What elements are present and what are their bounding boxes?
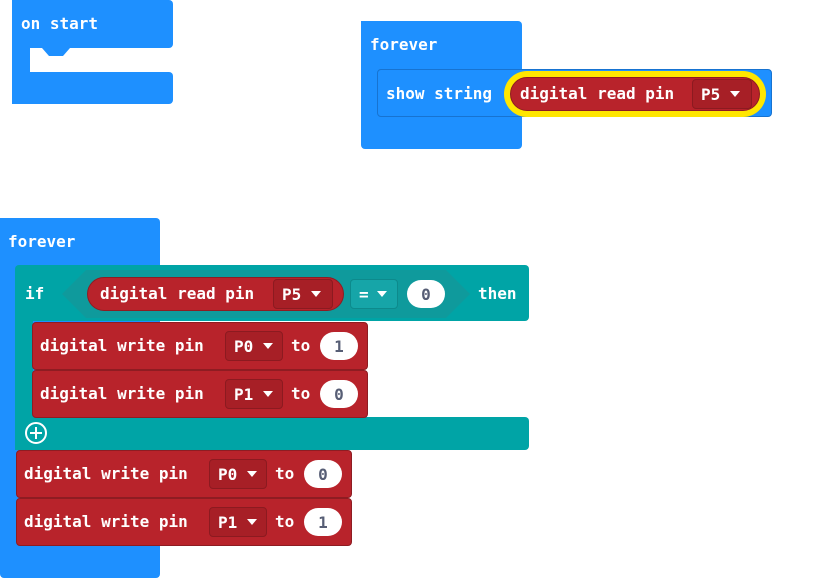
chevron-down-icon xyxy=(263,343,274,349)
write-pin-dropdown[interactable]: P1 xyxy=(209,507,267,537)
to-label: to xyxy=(291,336,311,355)
compare-value-input[interactable]: 0 xyxy=(407,280,445,308)
operator-dropdown[interactable]: = xyxy=(350,279,398,309)
plus-vertical xyxy=(35,427,37,439)
write-pin-dropdown[interactable]: P1 xyxy=(225,379,283,409)
forever-bottom-label: forever xyxy=(8,232,76,251)
write-value-text: 1 xyxy=(318,512,328,532)
write-pin-label: digital write pin xyxy=(40,336,204,355)
write-value-text: 0 xyxy=(334,384,344,404)
chevron-down-icon xyxy=(247,471,258,477)
chevron-down-icon xyxy=(311,291,322,297)
to-label: to xyxy=(291,384,311,403)
write-pin-block-4[interactable] xyxy=(16,498,352,546)
write-value-input[interactable]: 1 xyxy=(320,332,358,360)
pin-dropdown-value: P5 xyxy=(701,84,721,104)
condition-pin-dropdown[interactable]: P5 xyxy=(273,279,333,309)
on-start-slot-notch xyxy=(42,48,70,56)
if-left-arm xyxy=(15,310,33,450)
chevron-down-icon xyxy=(247,519,258,525)
condition-reporter-label: digital read pin xyxy=(100,284,255,303)
if-footer xyxy=(15,417,529,450)
on-start-footer xyxy=(12,72,173,104)
write-pin-block-3[interactable] xyxy=(16,450,352,498)
add-else-icon[interactable] xyxy=(25,422,47,444)
chevron-down-icon xyxy=(263,391,274,397)
forever-top-label: forever xyxy=(370,35,438,54)
if-body-write-pin-2[interactable] xyxy=(32,370,368,418)
write-pin-value: P0 xyxy=(234,336,254,356)
write-pin-dropdown[interactable]: P0 xyxy=(209,459,267,489)
write-value-text: 0 xyxy=(318,464,328,484)
write-pin-dropdown[interactable]: P0 xyxy=(225,331,283,361)
to-label: to xyxy=(275,512,295,531)
write-pin-label: digital write pin xyxy=(24,464,188,483)
digital-read-pin-label: digital read pin xyxy=(520,84,675,103)
chevron-down-icon xyxy=(730,91,741,97)
chevron-down-icon xyxy=(376,291,387,297)
then-label: then xyxy=(478,284,517,303)
pin-dropdown[interactable]: P5 xyxy=(692,79,752,109)
if-label: if xyxy=(25,284,45,303)
show-string-label: show string xyxy=(386,84,492,103)
write-pin-value: P1 xyxy=(234,384,254,404)
write-value-text: 1 xyxy=(334,336,344,356)
write-pin-value: P1 xyxy=(218,512,238,532)
write-value-input[interactable]: 0 xyxy=(304,460,342,488)
operator-value: = xyxy=(359,284,369,304)
compare-value-text: 0 xyxy=(421,284,431,304)
condition-pin-value: P5 xyxy=(282,284,302,304)
write-value-input[interactable]: 1 xyxy=(304,508,342,536)
on-start-label: on start xyxy=(21,14,99,33)
on-start-header[interactable] xyxy=(12,0,173,48)
if-body-write-pin-1[interactable] xyxy=(32,322,368,370)
to-label: to xyxy=(275,464,295,483)
write-value-input[interactable]: 0 xyxy=(320,380,358,408)
write-pin-label: digital write pin xyxy=(24,512,188,531)
write-pin-value: P0 xyxy=(218,464,238,484)
write-pin-label: digital write pin xyxy=(40,384,204,403)
